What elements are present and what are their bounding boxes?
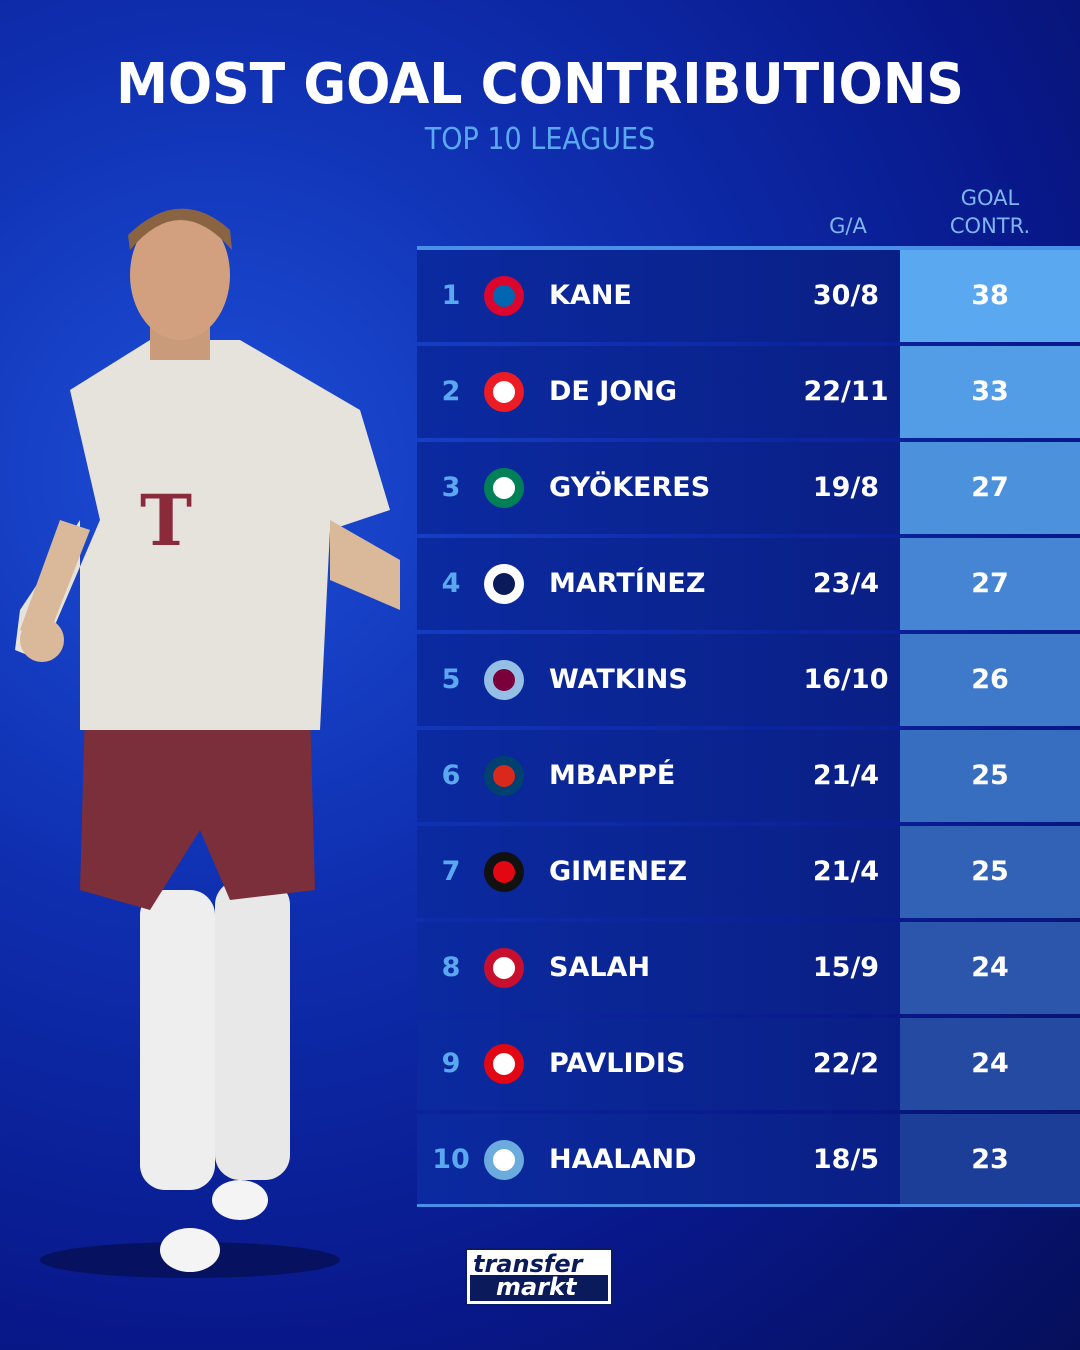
goal-contributions: 38 [900, 250, 1080, 342]
svg-text:T: T [140, 479, 192, 562]
goals-assists: 22/2 [812, 1048, 880, 1079]
goals-assists: 15/9 [812, 952, 880, 983]
player-name: MBAPPÉ [549, 760, 676, 791]
goals-assists: 18/5 [812, 1144, 880, 1175]
column-header-ga: G/A [829, 214, 867, 238]
goal-contributions: 26 [900, 634, 1080, 726]
rank: 2 [441, 376, 461, 407]
column-header-line: GOAL [960, 186, 1020, 210]
goal-contributions: 23 [900, 1114, 1080, 1206]
manchester-city-crest-icon [484, 1140, 524, 1180]
player-name: SALAH [549, 952, 651, 983]
player-name: KANE [549, 280, 632, 311]
player-name: GYÖKERES [549, 472, 711, 503]
page-title: MOST GOAL CONTRIBUTIONS [116, 52, 964, 117]
player-name: DE JONG [549, 376, 678, 407]
logo-text: markt [496, 1273, 577, 1301]
player-name: PAVLIDIS [549, 1048, 686, 1079]
table-row: 1 KANE 30/8 38 [417, 250, 1080, 342]
table-row: 4 MARTÍNEZ 23/4 27 [417, 538, 1080, 630]
table-top-line [417, 246, 1080, 250]
liverpool-crest-icon [484, 948, 524, 988]
rank: 3 [441, 472, 461, 503]
feyenoord-crest-icon [484, 852, 524, 892]
table-row: 8 SALAH 15/9 24 [417, 922, 1080, 1014]
table-row: 6 MBAPPÉ 21/4 25 [417, 730, 1080, 822]
inter-milan-crest-icon [484, 564, 524, 604]
goals-assists: 19/8 [812, 472, 880, 503]
goals-assists: 30/8 [812, 280, 880, 311]
rank: 6 [441, 760, 461, 791]
table-row: 2 DE JONG 22/11 33 [417, 346, 1080, 438]
aston-villa-crest-icon [484, 660, 524, 700]
goal-contributions: 27 [900, 442, 1080, 534]
player-name: WATKINS [549, 664, 688, 695]
player-name: MARTÍNEZ [549, 568, 706, 599]
rank: 7 [441, 856, 461, 887]
goals-assists: 21/4 [812, 856, 880, 887]
rank: 9 [441, 1048, 461, 1079]
rank: 5 [441, 664, 461, 695]
rank: 8 [441, 952, 461, 983]
transfermarkt-logo: transfer markt [465, 1248, 613, 1306]
player-name: GIMENEZ [549, 856, 688, 887]
table-row: 9 PAVLIDIS 22/2 24 [417, 1018, 1080, 1110]
goal-contributions: 25 [900, 826, 1080, 918]
table-row: 10 HAALAND 18/5 23 [417, 1114, 1080, 1206]
goal-contributions: 24 [900, 922, 1080, 1014]
goal-contributions: 33 [900, 346, 1080, 438]
column-header-goal-contr: GOAL CONTR. [900, 184, 1080, 240]
player-photo: T [15, 208, 400, 1278]
bayern-munich-crest-icon [484, 276, 524, 316]
rank: 4 [441, 568, 461, 599]
logo-text: transfer [473, 1250, 583, 1278]
psg-crest-icon [484, 756, 524, 796]
table-row: 5 WATKINS 16/10 26 [417, 634, 1080, 726]
player-name: HAALAND [549, 1144, 697, 1175]
goals-assists: 23/4 [812, 568, 880, 599]
psv-crest-icon [484, 372, 524, 412]
goal-contributions: 27 [900, 538, 1080, 630]
goals-assists: 21/4 [812, 760, 880, 791]
table-row: 7 GIMENEZ 21/4 25 [417, 826, 1080, 918]
table-bottom-line [417, 1204, 1080, 1207]
sporting-cp-crest-icon [484, 468, 524, 508]
rank: 1 [441, 280, 461, 311]
goal-contributions: 25 [900, 730, 1080, 822]
goals-assists: 16/10 [803, 664, 889, 695]
rank: 10 [432, 1144, 470, 1175]
page-subtitle: TOP 10 LEAGUES [424, 122, 656, 157]
az-alkmaar-crest-icon [484, 1044, 524, 1084]
table-row: 3 GYÖKERES 19/8 27 [417, 442, 1080, 534]
goals-assists: 22/11 [803, 376, 889, 407]
column-header-line: CONTR. [949, 214, 1031, 238]
goal-contributions: 24 [900, 1018, 1080, 1110]
logo-band: markt [470, 1273, 608, 1301]
